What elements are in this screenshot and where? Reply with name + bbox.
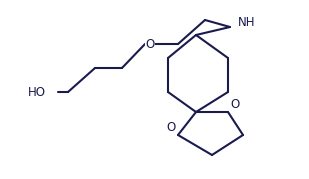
- Text: HO: HO: [28, 86, 46, 98]
- Text: NH: NH: [238, 16, 256, 28]
- Text: O: O: [167, 121, 176, 134]
- Text: O: O: [230, 98, 239, 111]
- Text: O: O: [145, 37, 154, 50]
